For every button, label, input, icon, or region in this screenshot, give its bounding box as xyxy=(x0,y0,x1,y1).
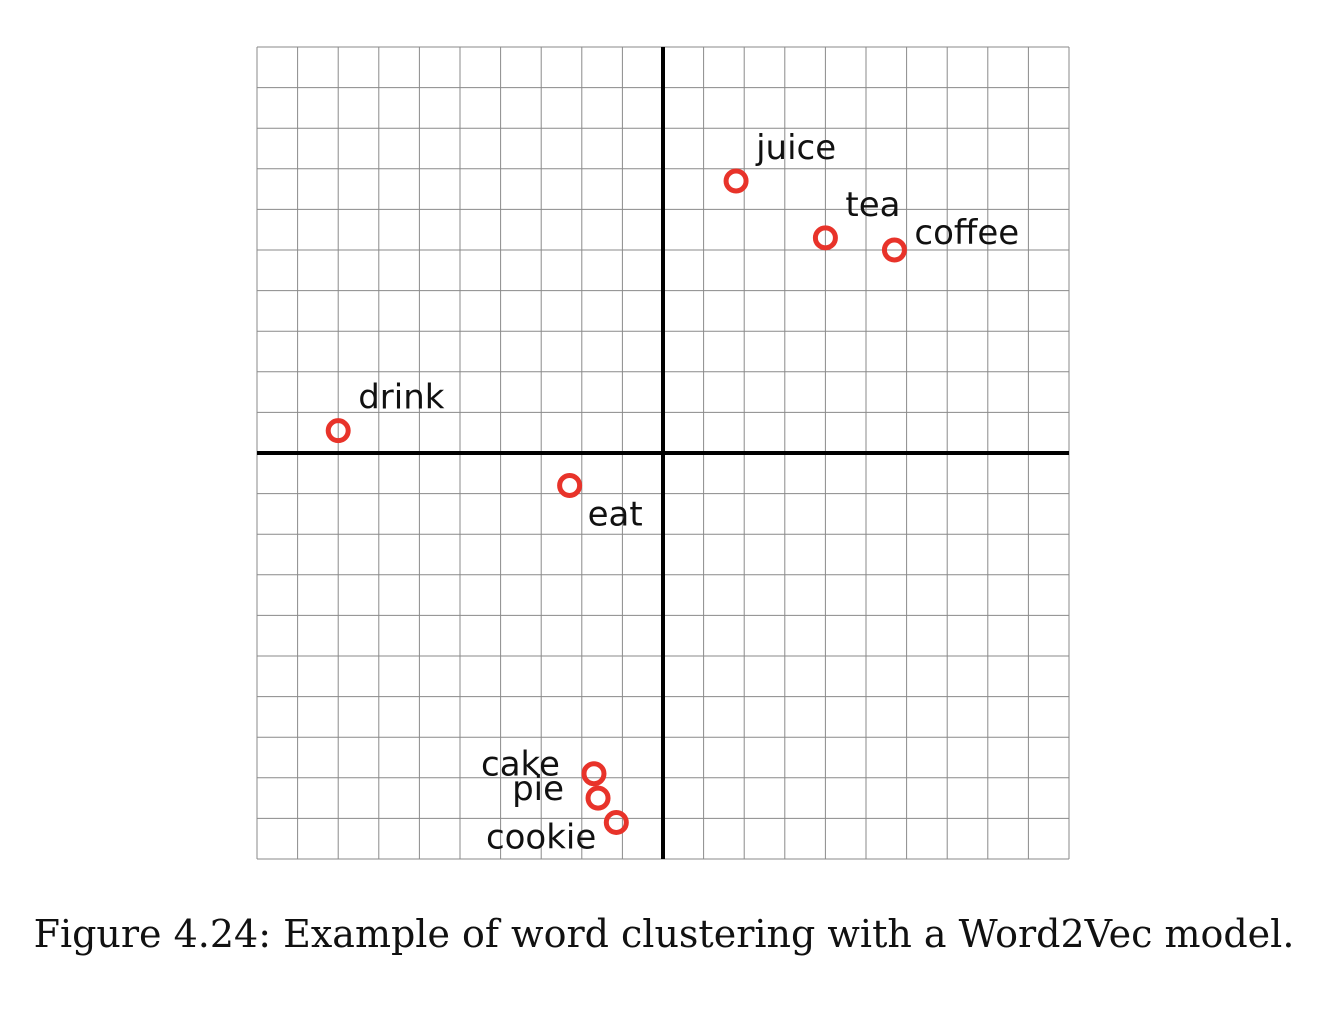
point-label-cookie: cookie xyxy=(486,817,596,857)
axes xyxy=(257,47,1069,859)
data-point-tea xyxy=(812,225,838,251)
points xyxy=(325,168,907,835)
data-point-cake xyxy=(581,761,607,787)
data-point-pie xyxy=(585,785,611,811)
figure-caption: Figure 4.24: Example of word clustering … xyxy=(33,912,1295,956)
data-point-cookie xyxy=(603,809,629,835)
point-label-tea: tea xyxy=(845,185,900,225)
data-point-eat xyxy=(557,472,583,498)
point-label-cake: cake xyxy=(481,745,560,785)
point-label-pie: pie xyxy=(512,769,564,809)
data-point-coffee xyxy=(881,237,907,263)
data-point-drink xyxy=(325,418,351,444)
point-label-coffee: coffee xyxy=(914,213,1019,253)
data-point-juice xyxy=(723,168,749,194)
point-label-drink: drink xyxy=(358,378,445,418)
point-label-juice: juice xyxy=(755,128,836,168)
point-label-eat: eat xyxy=(588,494,643,534)
